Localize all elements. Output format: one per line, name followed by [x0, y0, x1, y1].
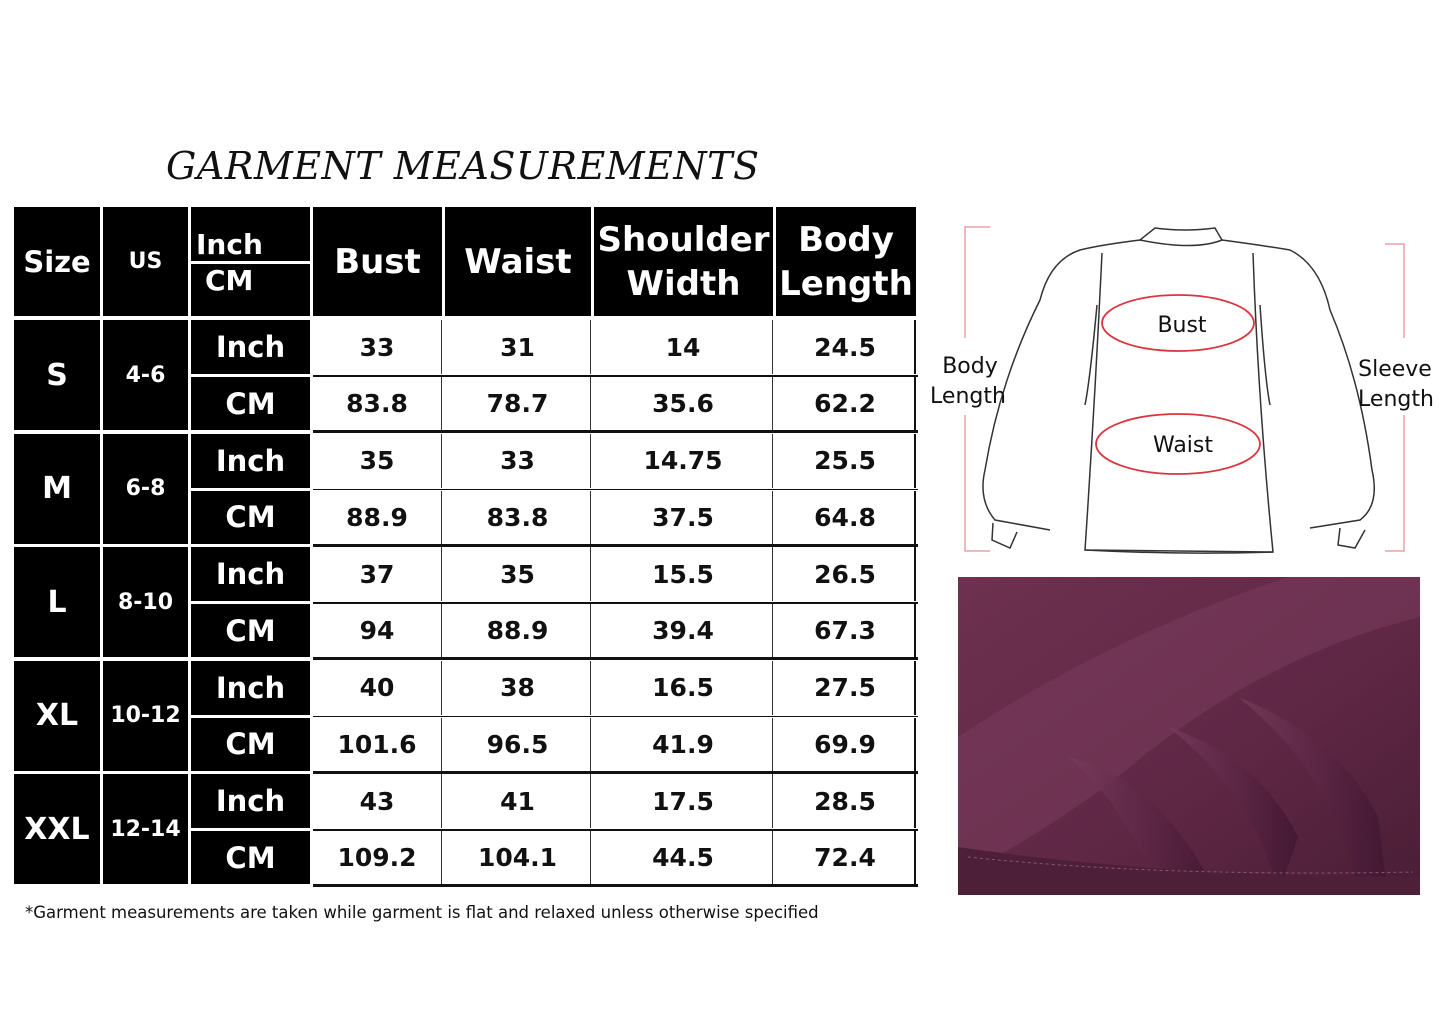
garment-diagram: Bust Waist Body Length Sleeve Length — [930, 226, 1434, 554]
body-length-label: Body — [942, 354, 998, 379]
page-title: GARMENT MEASUREMENTS — [166, 144, 760, 188]
value-waist-inch: 41 — [445, 774, 591, 828]
unit-inch: Inch — [191, 660, 310, 715]
value-shoulder-cm: 39.4 — [594, 604, 773, 657]
footnote: *Garment measurements are taken while ga… — [25, 903, 819, 922]
value-bust-inch: 40 — [313, 660, 442, 715]
value-shoulder-cm: 44.5 — [594, 831, 773, 884]
value-bust-inch: 33 — [313, 320, 442, 374]
header-us: US — [103, 207, 188, 316]
bust-label: Bust — [1157, 313, 1206, 338]
us-size: 8-10 — [103, 547, 188, 657]
value-waist-inch: 33 — [445, 433, 591, 488]
waist-label: Waist — [1153, 433, 1213, 458]
us-size: 10-12 — [103, 660, 188, 771]
value-waist-cm: 78.7 — [445, 377, 591, 430]
value-bust-cm: 109.2 — [313, 831, 442, 884]
sleeve-length-label-2: Length — [1358, 387, 1434, 412]
value-length-inch: 24.5 — [776, 320, 916, 374]
value-bust-cm: 88.9 — [313, 490, 442, 544]
value-bust-cm: 94 — [313, 604, 442, 657]
value-length-inch: 28.5 — [776, 774, 916, 828]
unit-inch: Inch — [191, 320, 310, 374]
sweater-outline-icon — [982, 227, 1375, 554]
value-length-cm: 64.8 — [776, 490, 916, 544]
value-shoulder-inch: 14.75 — [594, 433, 773, 488]
value-shoulder-cm: 41.9 — [594, 717, 773, 771]
unit-cm: CM — [191, 490, 310, 544]
value-waist-cm: 96.5 — [445, 717, 591, 771]
value-bust-inch: 35 — [313, 433, 442, 488]
us-size: 12-14 — [103, 774, 188, 884]
header-unit-cm: CM — [191, 264, 310, 316]
size-label: M — [14, 433, 100, 544]
value-bust-cm: 101.6 — [313, 717, 442, 771]
unit-cm: CM — [191, 717, 310, 771]
size-label: L — [14, 547, 100, 657]
unit-cm: CM — [191, 377, 310, 430]
value-length-inch: 25.5 — [776, 433, 916, 488]
unit-cm: CM — [191, 831, 310, 884]
value-length-cm: 69.9 — [776, 717, 916, 771]
value-shoulder-inch: 17.5 — [594, 774, 773, 828]
fabric-photo — [958, 577, 1420, 895]
header-shoulder-width: Shoulder Width — [594, 207, 773, 316]
value-shoulder-inch: 15.5 — [594, 547, 773, 601]
value-shoulder-cm: 35.6 — [594, 377, 773, 430]
size-label: XXL — [14, 774, 100, 884]
size-label: XL — [14, 660, 100, 771]
unit-inch: Inch — [191, 547, 310, 601]
value-shoulder-inch: 16.5 — [594, 660, 773, 715]
us-size: 6-8 — [103, 433, 188, 544]
value-waist-inch: 35 — [445, 547, 591, 601]
size-label: S — [14, 320, 100, 430]
waist-marker — [1095, 413, 1261, 475]
value-bust-inch: 43 — [313, 774, 442, 828]
bust-marker — [1101, 294, 1255, 352]
value-bust-cm: 83.8 — [313, 377, 442, 430]
measurement-brackets — [964, 226, 1405, 552]
header-unit-inch: Inch — [191, 207, 310, 261]
value-length-inch: 26.5 — [776, 547, 916, 601]
header-body-length: Body Length — [776, 207, 916, 316]
unit-inch: Inch — [191, 774, 310, 828]
value-waist-cm: 88.9 — [445, 604, 591, 657]
value-shoulder-inch: 14 — [594, 320, 773, 374]
value-waist-inch: 38 — [445, 660, 591, 715]
value-length-cm: 72.4 — [776, 831, 916, 884]
value-waist-inch: 31 — [445, 320, 591, 374]
value-waist-cm: 83.8 — [445, 490, 591, 544]
header-waist: Waist — [445, 207, 591, 316]
value-length-cm: 67.3 — [776, 604, 916, 657]
sleeve-length-label: Sleeve — [1358, 357, 1432, 382]
us-size: 4-6 — [103, 320, 188, 430]
value-length-cm: 62.2 — [776, 377, 916, 430]
unit-cm: CM — [191, 604, 310, 657]
header-bust: Bust — [313, 207, 442, 316]
value-length-inch: 27.5 — [776, 660, 916, 715]
value-shoulder-cm: 37.5 — [594, 490, 773, 544]
value-bust-inch: 37 — [313, 547, 442, 601]
body-length-label-2: Length — [930, 384, 1006, 409]
value-waist-cm: 104.1 — [445, 831, 591, 884]
header-size: Size — [14, 207, 100, 316]
unit-inch: Inch — [191, 433, 310, 488]
